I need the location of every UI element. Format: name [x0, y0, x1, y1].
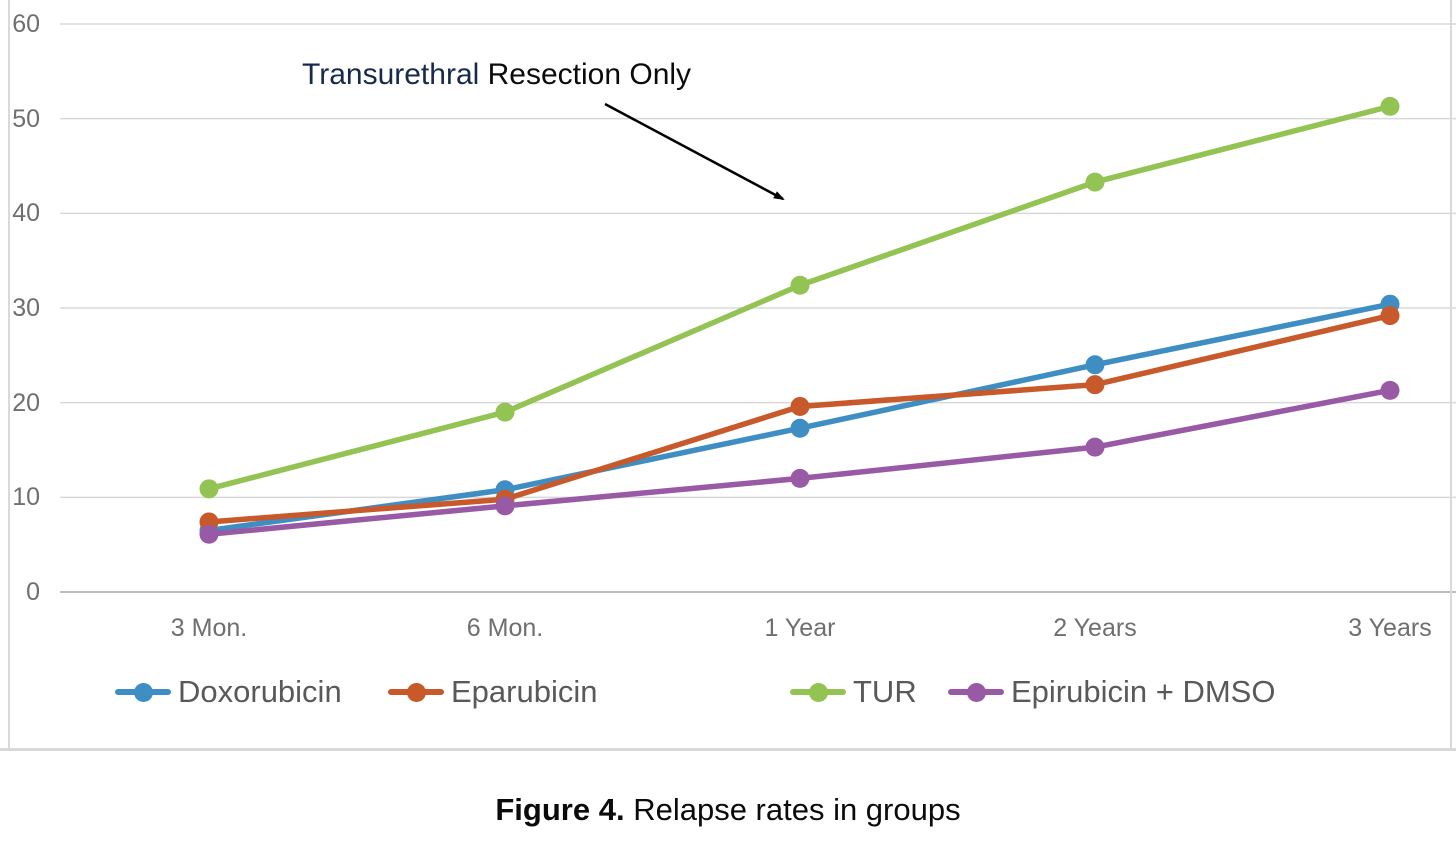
y-axis-tick-label: 40	[12, 199, 40, 227]
y-axis-tick-label: 60	[12, 10, 40, 38]
plot-area	[60, 23, 1456, 593]
data-point	[1085, 172, 1105, 192]
legend-marker-icon	[388, 681, 444, 703]
data-point	[495, 496, 515, 516]
y-axis-tick-label: 30	[12, 294, 40, 322]
data-point	[199, 524, 219, 544]
legend-item-doxorubicin: Doxorubicin	[115, 672, 342, 712]
line-chart: 60 50 40 30 20 10 0 3 Mon. 6 Mon. 1 Year…	[0, 0, 1456, 751]
data-point	[1380, 306, 1400, 326]
figure-caption-label: Figure 4.	[495, 792, 625, 827]
x-axis-tick-label: 6 Mon.	[466, 614, 544, 642]
chart-annotation: Transurethral Resection Only	[302, 57, 691, 93]
annotation-arrow	[604, 102, 785, 201]
data-point	[790, 396, 810, 416]
chart-border-left	[8, 0, 10, 750]
legend-marker-icon	[790, 681, 846, 703]
data-point	[790, 418, 810, 438]
data-point	[1380, 380, 1400, 400]
data-point	[1085, 437, 1105, 457]
data-point	[790, 468, 810, 488]
data-point	[1085, 375, 1105, 395]
legend-label: TUR	[853, 674, 917, 709]
data-point	[495, 402, 515, 422]
x-axis-tick-label: 1 Year	[764, 614, 836, 642]
legend-marker-icon	[115, 681, 171, 703]
annotation-text-primary: Transurethral	[302, 58, 480, 91]
data-point	[1380, 96, 1400, 116]
gridlines	[60, 23, 1456, 593]
x-axis-tick-label: 3 Mon.	[170, 614, 248, 642]
x-axis-tick-label: 2 Years	[1053, 614, 1137, 642]
legend-label: Eparubicin	[451, 674, 598, 709]
data-point	[1085, 355, 1105, 375]
legend-item-eparubicin: Eparubicin	[388, 672, 597, 712]
legend-label: Epirubicin + DMSO	[1011, 674, 1276, 709]
y-axis-tick-label: 10	[12, 483, 40, 511]
legend-marker-icon	[948, 681, 1004, 703]
figure-caption: Figure 4. Relapse rates in groups	[0, 792, 1456, 828]
legend-item-tur: TUR	[790, 672, 917, 712]
data-point	[199, 479, 219, 499]
y-axis-tick-label: 50	[12, 105, 40, 133]
data-series	[199, 96, 1400, 544]
x-axis-tick-label: 3 Years	[1348, 614, 1432, 642]
legend-item-epirubicin-dmso: Epirubicin + DMSO	[948, 672, 1275, 712]
annotation-text-secondary: Resection Only	[479, 58, 692, 91]
y-axis-tick-label: 20	[12, 389, 40, 417]
chart-border-right	[1450, 0, 1452, 750]
chart-border-bottom	[0, 748, 1456, 751]
data-point	[790, 275, 810, 295]
y-axis-tick-label: 0	[26, 578, 40, 606]
figure-caption-text: Relapse rates in groups	[624, 792, 961, 827]
legend-label: Doxorubicin	[178, 674, 342, 709]
